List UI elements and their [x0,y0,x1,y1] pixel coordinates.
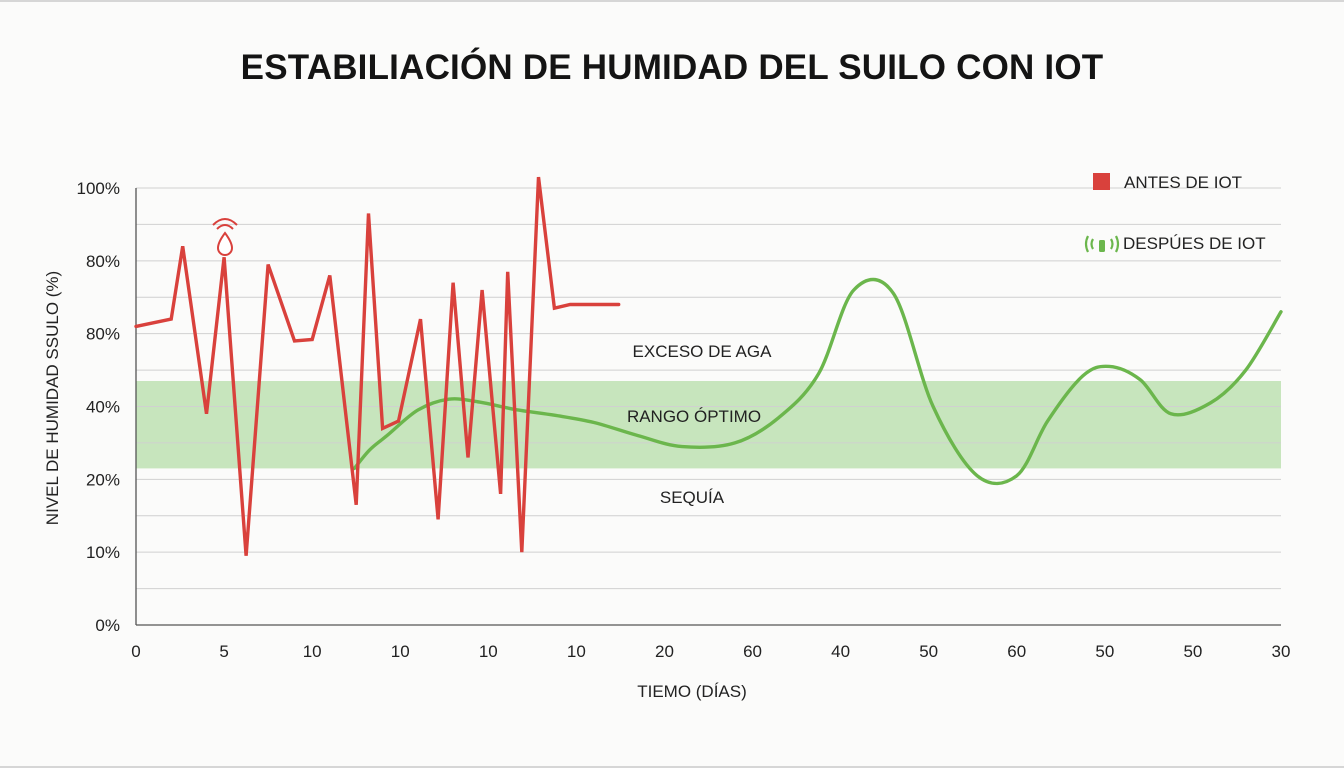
red-square-icon [1093,173,1110,190]
x-tick-label: 50 [919,642,938,661]
y-tick-label: 100% [77,179,120,198]
y-axis-label: NIVEL DE HUMIDAD SSULO (%) [43,271,62,525]
x-tick-label: 5 [219,642,228,661]
y-tick-label: 0% [95,616,120,635]
legend-after-label: DESPÚES DE IOT [1123,234,1266,253]
y-tick-label: 40% [86,398,120,417]
x-tick-label: 60 [1007,642,1026,661]
y-tick-label: 10% [86,543,120,562]
y-tick-label: 80% [86,252,120,271]
y-tick-label: 80% [86,325,120,344]
x-tick-label: 10 [567,642,586,661]
moisture-sensor-icon [212,218,238,256]
zone-label: RANGO ÓPTIMO [627,407,761,426]
zone-label: EXCESO DE AGA [633,342,773,361]
x-tick-label: 10 [479,642,498,661]
zone-label: SEQUÍA [660,488,725,507]
x-tick-label: 50 [1095,642,1114,661]
x-tick-label: 0 [131,642,140,661]
x-tick-label: 30 [1272,642,1291,661]
y-tick-label: 20% [86,470,120,489]
legend: ANTES DE IOT DESPÚES DE IOT [1084,173,1266,253]
x-tick-label: 50 [1183,642,1202,661]
x-axis-label: TIEMO (DÍAS) [637,682,747,701]
x-tick-label: 40 [831,642,850,661]
x-tick-label: 20 [655,642,674,661]
frame-bottom-border [0,766,1344,768]
x-tick-label: 10 [391,642,410,661]
optimal-range-band [136,381,1281,469]
legend-before-label: ANTES DE IOT [1124,173,1242,192]
wifi-signal-icon [1084,235,1120,253]
x-tick-label: 60 [743,642,762,661]
series-line-before-iot [134,176,621,556]
chart-title: ESTABILIACIÓN DE HUMIDAD DEL SUILO CON I… [240,48,1104,87]
frame-top-border [0,0,1344,2]
x-tick-label: 10 [303,642,322,661]
